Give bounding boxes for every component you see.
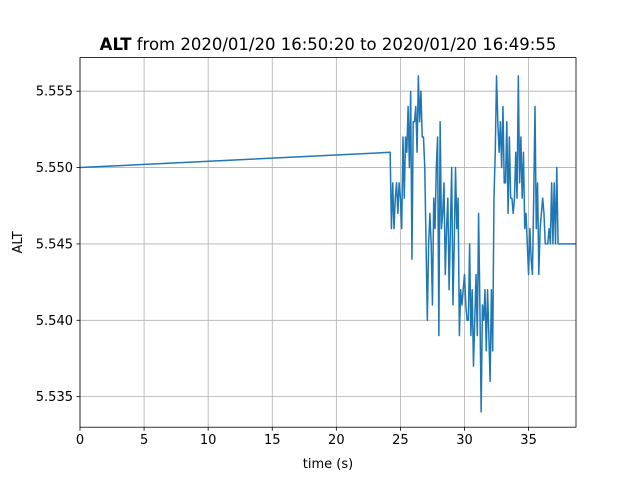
chart-title: ALT from 2020/01/20 16:50:20 to 2020/01/… xyxy=(100,35,557,54)
plot-frame xyxy=(79,57,577,428)
x-tick-label: 15 xyxy=(264,433,281,448)
x-tick-label: 10 xyxy=(200,433,217,448)
x-axis-label: time (s) xyxy=(303,457,353,472)
x-axis-ticks: 0 5 10 15 20 25 30 35 xyxy=(76,427,537,448)
x-tick-label: 5 xyxy=(140,433,148,448)
alt-series-line xyxy=(80,75,576,413)
x-tick-label: 20 xyxy=(328,433,345,448)
x-tick-label: 25 xyxy=(392,433,409,448)
y-tick-label: 5.535 xyxy=(36,390,73,405)
chart-title-rest: from 2020/01/20 16:50:20 to 2020/01/20 1… xyxy=(131,35,556,54)
y-tick-label: 5.550 xyxy=(36,161,73,176)
y-axis-ticks: 5.535 5.540 5.545 5.550 5.555 xyxy=(36,85,80,405)
chart-title-bold: ALT xyxy=(100,35,133,54)
x-tick-label: 30 xyxy=(456,433,473,448)
x-tick-label: 35 xyxy=(520,433,537,448)
y-tick-label: 5.540 xyxy=(36,314,73,329)
y-tick-label: 5.545 xyxy=(36,237,73,252)
x-tick-label: 0 xyxy=(76,433,84,448)
y-tick-label: 5.555 xyxy=(36,85,73,100)
y-axis-label: ALT xyxy=(11,231,26,253)
